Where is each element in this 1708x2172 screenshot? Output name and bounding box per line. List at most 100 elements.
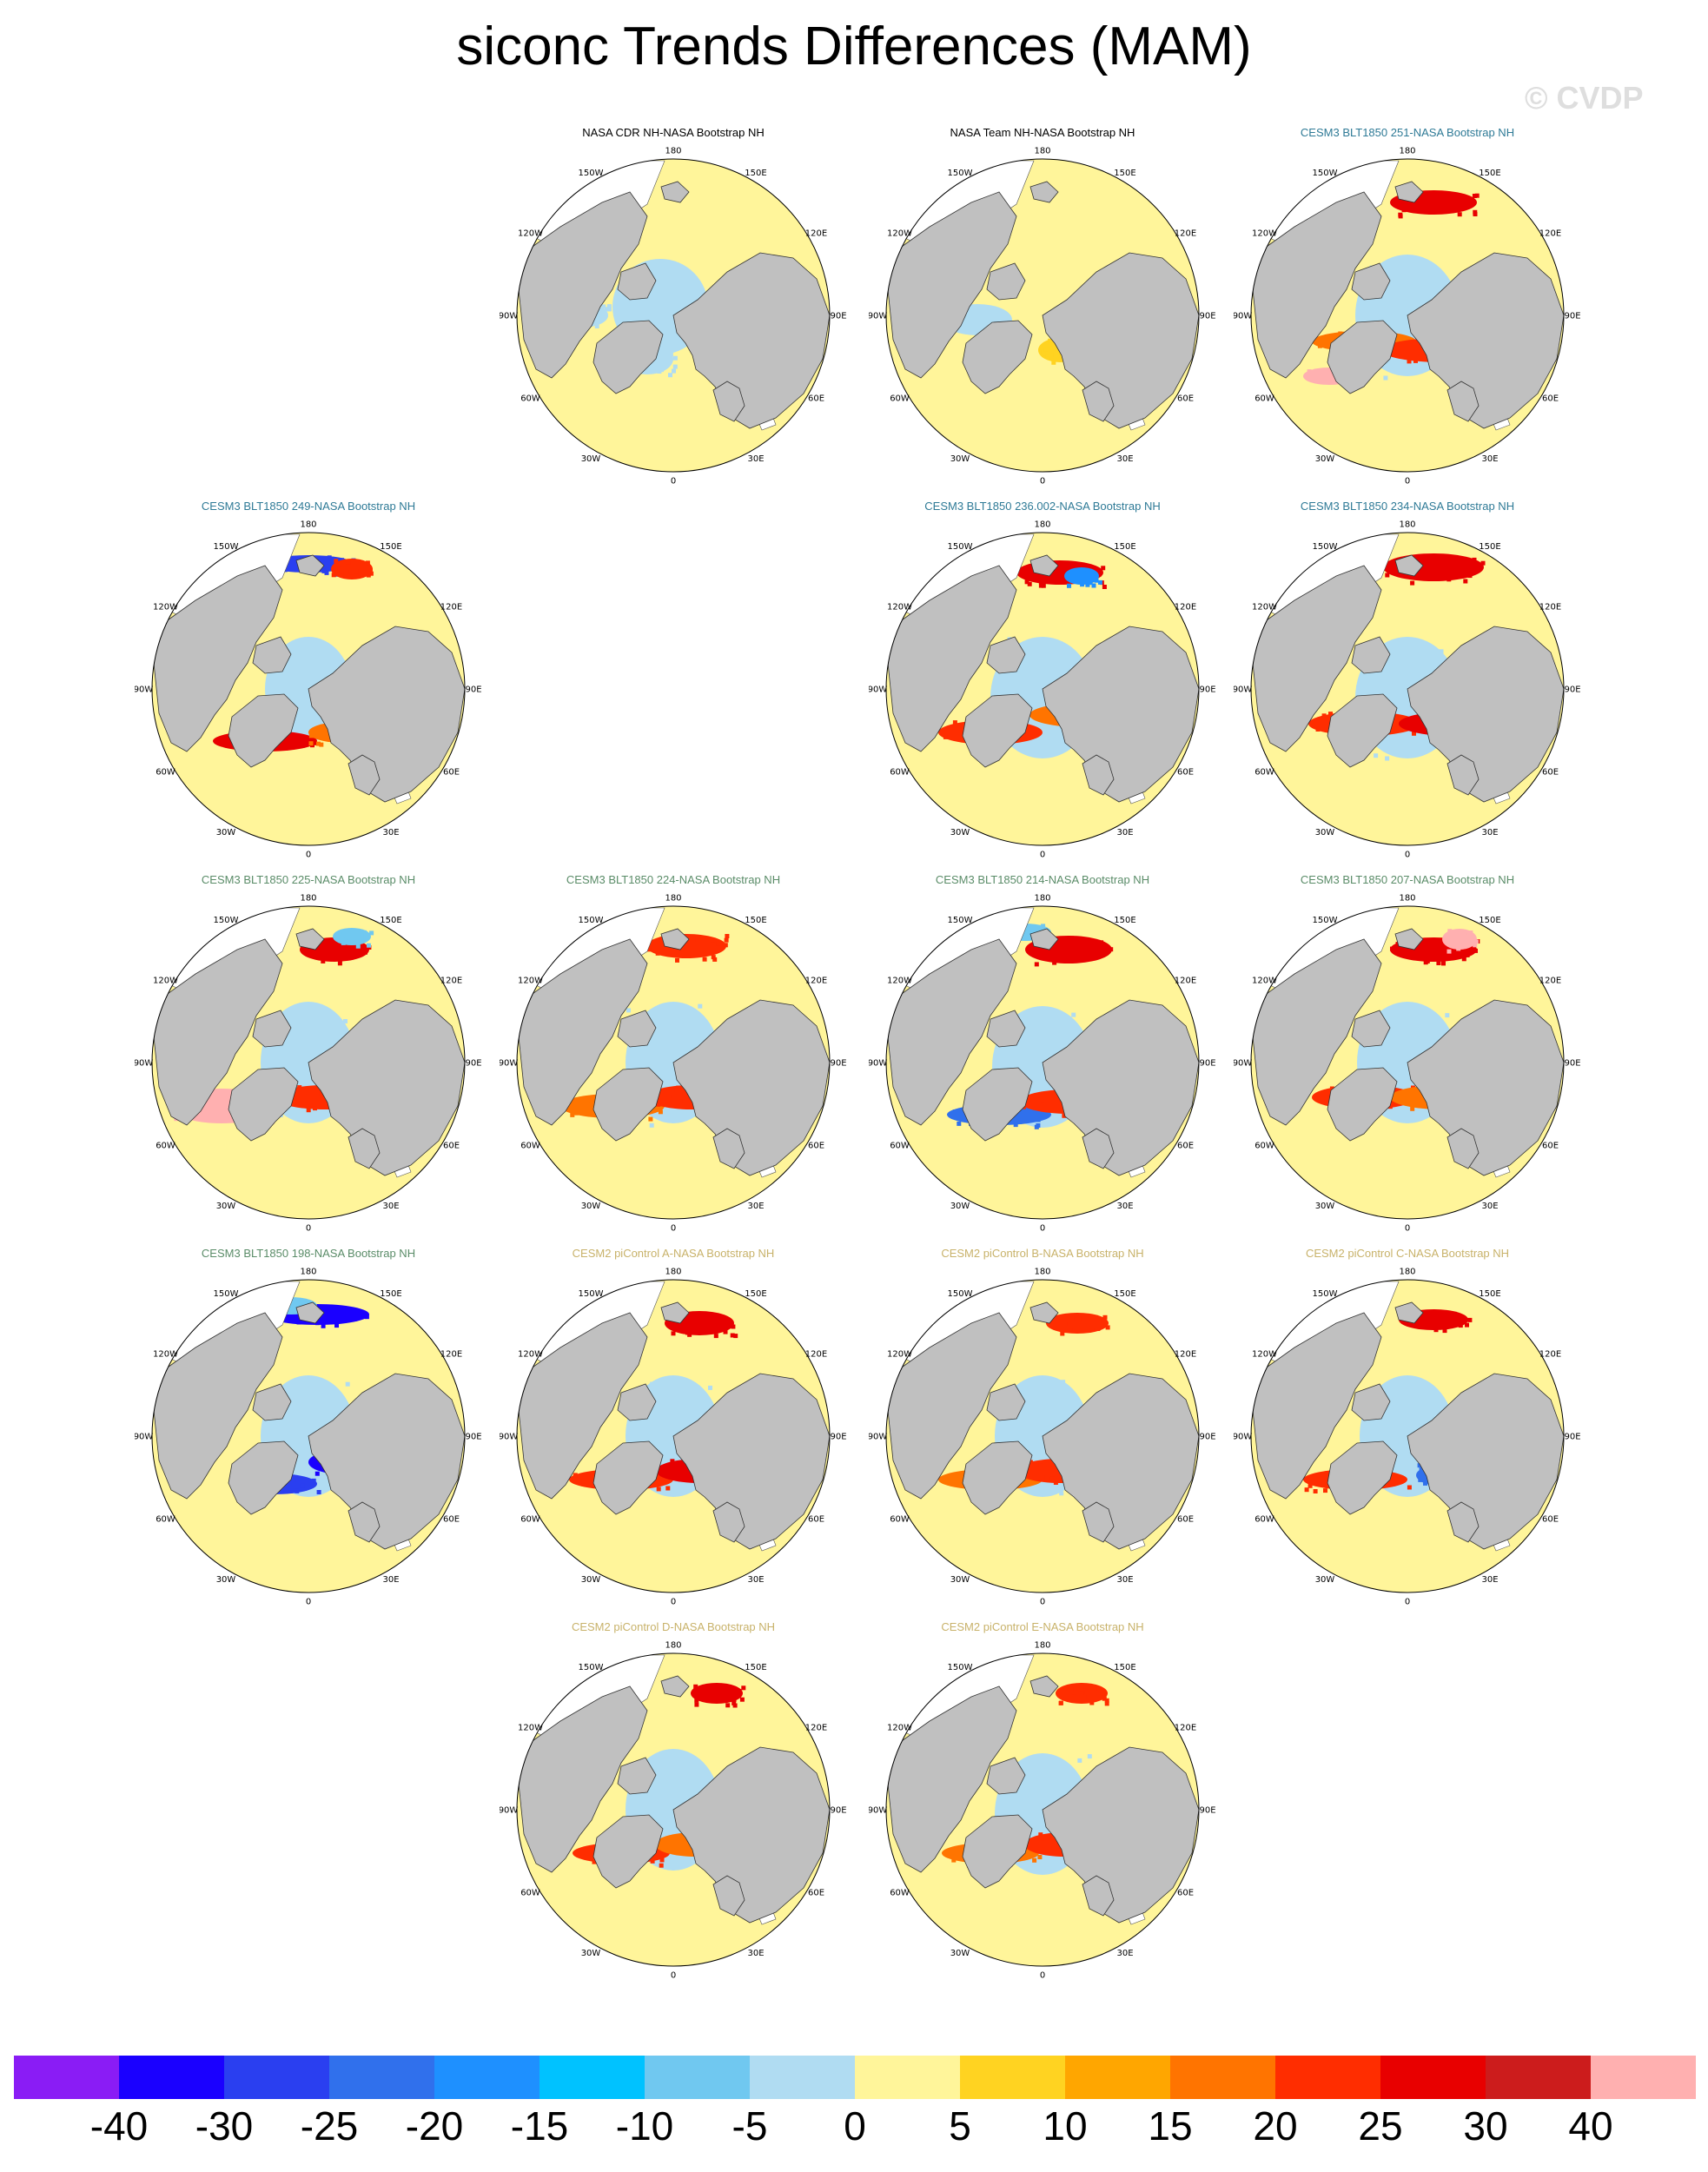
grid-cell <box>1433 1328 1439 1333</box>
grid-cell <box>648 1116 653 1122</box>
longitude-label: 0 <box>1040 1224 1045 1234</box>
land-mass <box>1407 626 1564 803</box>
grid-cell <box>343 1019 348 1023</box>
grid-cell <box>316 741 321 746</box>
longitude-label: 30E <box>382 1575 399 1585</box>
grid-cell <box>1466 563 1471 568</box>
grid-cell <box>299 1302 304 1308</box>
grid-cell <box>716 1317 721 1322</box>
grid-cell <box>339 569 344 574</box>
map-border <box>151 905 466 1220</box>
grid-cell <box>349 943 354 948</box>
land-mass <box>308 999 465 1176</box>
land-mass <box>887 1685 1017 1873</box>
land-mass <box>1082 754 1115 796</box>
grid-cell <box>334 1026 338 1031</box>
grid-cell <box>1036 1064 1041 1069</box>
grid-cell <box>980 318 985 323</box>
longitude-label: 30E <box>1481 828 1498 838</box>
panel-title: CESM3 BLT1850 207-NASA Bootstrap NH <box>1300 873 1515 886</box>
grid-cell <box>1056 1771 1062 1777</box>
grid-cell <box>698 1003 703 1009</box>
grid-cell <box>1102 585 1107 589</box>
grid-cell <box>294 1306 299 1311</box>
longitude-label: 90E <box>1564 1433 1580 1442</box>
grid-cell <box>601 304 606 309</box>
grid-cell <box>732 1700 737 1705</box>
land-mass <box>1447 381 1480 422</box>
grid-cell <box>1104 1698 1109 1703</box>
grid-cell <box>1407 1485 1412 1490</box>
grid-cell <box>1028 1460 1033 1465</box>
grid-cell <box>1460 938 1465 944</box>
grid-cell <box>1315 727 1321 732</box>
longitude-label: 30E <box>747 1575 764 1585</box>
grid-cell <box>221 736 226 741</box>
grid-cell <box>1023 1864 1029 1870</box>
grid-cell <box>349 932 354 937</box>
longitude-label: 90E <box>1199 1059 1215 1069</box>
polar-map: 180 150E 120E 90E 60E 30E 0 30W 60W 90W 120W 150W <box>500 1641 847 1981</box>
grid-cell <box>308 741 314 746</box>
grid-cell <box>1441 961 1446 966</box>
grid-cell <box>1405 672 1410 677</box>
grid-cell <box>303 1459 308 1464</box>
longitude-label: 90E <box>465 1059 481 1069</box>
longitude-label: 0 <box>671 477 676 487</box>
grid-cell <box>1027 1479 1031 1484</box>
longitude-label: 60W <box>1255 1142 1274 1151</box>
land-mass <box>1042 1746 1199 1924</box>
grid-cell <box>311 1478 316 1483</box>
panel-title: CESM3 BLT1850 236.002-NASA Bootstrap NH <box>924 500 1161 513</box>
colorbar-swatch <box>119 2056 225 2099</box>
longitude-label: 60W <box>156 1142 175 1151</box>
colorbar-swatch <box>224 2056 330 2099</box>
longitude-label: 120W <box>1252 1350 1277 1360</box>
grid-cell <box>661 341 665 346</box>
land-mass <box>672 252 830 429</box>
grid-cell <box>1076 1316 1082 1321</box>
grid-cell <box>1034 1124 1039 1129</box>
grid-cell <box>313 1106 317 1111</box>
grid-cell <box>677 1468 682 1473</box>
grid-cell <box>1360 302 1365 308</box>
land-mass <box>962 1067 1033 1142</box>
grid-cell <box>308 1102 313 1107</box>
grid-cell <box>723 943 728 948</box>
colorbar-tick-label: -5 <box>732 2103 768 2149</box>
land-mass <box>986 262 1026 301</box>
longitude-label: 90E <box>465 1433 481 1442</box>
panel-title: CESM2 piControl D-NASA Bootstrap NH <box>571 1620 776 1633</box>
land-mass <box>1029 181 1059 203</box>
longitude-label: 150E <box>745 169 766 178</box>
longitude-label: 150E <box>1114 1663 1135 1672</box>
longitude-label: 180 <box>665 147 681 156</box>
grid-cell <box>681 273 686 278</box>
grid-cell <box>296 1320 301 1325</box>
longitude-label: 180 <box>1399 147 1415 156</box>
grid-cell <box>1383 375 1388 381</box>
grid-cell <box>691 1326 695 1331</box>
grid-cell <box>339 956 344 961</box>
grid-cell <box>1089 1327 1095 1332</box>
map-border <box>151 1279 466 1593</box>
land-mass <box>252 1010 292 1048</box>
longitude-label: 180 <box>665 1268 681 1277</box>
grid-cell <box>305 1031 310 1036</box>
grid-cell <box>1045 354 1050 360</box>
longitude-label: 0 <box>1405 477 1410 487</box>
grid-cell <box>1041 583 1046 588</box>
colorbar-swatch <box>434 2056 540 2099</box>
grid-cell <box>655 950 660 956</box>
longitude-label: 30W <box>950 1949 970 1958</box>
grid-cell <box>724 937 729 943</box>
grid-cell <box>1447 929 1453 934</box>
grid-cell <box>1101 951 1106 956</box>
grid-cell <box>602 309 607 315</box>
colorbar-swatch <box>1380 2056 1486 2099</box>
grid-cell <box>1076 574 1081 579</box>
grid-cell <box>365 560 370 566</box>
grid-cell <box>1427 190 1432 195</box>
longitude-label: 120W <box>887 1724 912 1733</box>
grid-cell <box>1053 1480 1058 1485</box>
